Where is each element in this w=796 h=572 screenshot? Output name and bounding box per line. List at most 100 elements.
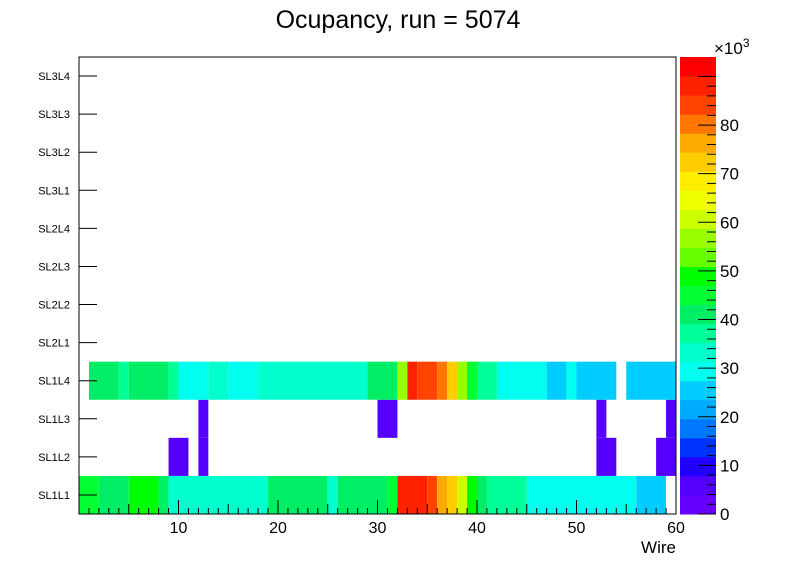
x-axis-label: Wire: [641, 538, 676, 557]
heatmap-cell: [486, 475, 527, 514]
color-scale-multiplier-exponent: 3: [743, 36, 750, 50]
color-scale-multiplier: ×103: [714, 36, 750, 58]
z-tick-label: 0: [720, 505, 729, 524]
heatmap-cells: [79, 361, 676, 514]
color-scale-band: [680, 95, 716, 115]
heatmap-cell: [327, 475, 338, 514]
y-tick-label: SL3L2: [38, 147, 70, 159]
y-tick-label: SL2L1: [38, 338, 70, 350]
x-tick-label: 40: [468, 520, 486, 537]
x-tick-label: 50: [568, 520, 586, 537]
color-scale-band: [680, 304, 716, 325]
z-tick-label: 70: [720, 165, 739, 184]
color-scale-band: [680, 399, 716, 420]
heatmap-cell: [208, 361, 229, 400]
color-scale-band: [680, 114, 716, 134]
heatmap-cell: [198, 437, 209, 476]
y-tick-label: SL3L3: [38, 109, 70, 121]
heatmap-cell: [407, 361, 418, 400]
color-scale-band: [680, 342, 716, 363]
y-tick-label: SL1L4: [38, 376, 70, 388]
color-scale-multiplier-base: ×10: [714, 39, 743, 58]
color-scale-band: [680, 190, 716, 210]
heatmap-cell: [526, 475, 637, 514]
z-tick-label: 40: [720, 311, 739, 330]
heatmap-cell: [198, 399, 209, 438]
color-scale-band: [680, 57, 716, 77]
heatmap-cell: [576, 361, 617, 400]
z-tick-label: 60: [720, 213, 739, 232]
y-tick-label: SL3L4: [38, 71, 70, 83]
z-tick-label: 20: [720, 408, 739, 427]
heatmap-cell: [228, 361, 259, 400]
y-tick-label: SL2L2: [38, 300, 70, 312]
heatmap-cell: [447, 475, 458, 514]
color-scale-band: [680, 247, 716, 267]
heatmap-cell: [437, 361, 448, 400]
color-scale-band: [680, 133, 716, 153]
z-tick-label: 30: [720, 359, 739, 378]
heatmap-cell: [417, 361, 438, 400]
z-tick-label: 10: [720, 456, 739, 475]
heatmap-cell: [427, 475, 438, 514]
heatmap-cell: [168, 437, 189, 476]
heatmap-cell: [447, 361, 458, 400]
color-scale-band: [680, 285, 716, 306]
heatmap-cell: [258, 361, 368, 400]
heatmap-cell: [387, 475, 398, 514]
heatmap-cell: [566, 361, 577, 400]
heatmap-cell: [128, 475, 159, 514]
heatmap-cell: [337, 475, 388, 514]
heatmap-cell: [397, 361, 408, 400]
heatmap-cell: [457, 475, 468, 514]
x-tick-label: 10: [170, 520, 188, 537]
heatmap-cell: [397, 475, 428, 514]
color-scale-band: [680, 266, 716, 286]
heatmap-cell: [477, 361, 497, 400]
heatmap-cell: [128, 361, 169, 400]
heatmap-cell: [666, 399, 676, 438]
heatmap-cell: [656, 437, 676, 476]
color-scale-band: [680, 361, 716, 382]
heatmap-cell: [626, 361, 676, 400]
color-scale-band: [680, 380, 716, 401]
heatmap-cell: [118, 361, 129, 400]
color-scale-band: [680, 228, 716, 248]
z-tick-label: 80: [720, 116, 739, 135]
x-tick-label: 60: [667, 520, 685, 537]
heatmap-cell: [178, 361, 209, 400]
heatmap-cell: [496, 361, 547, 400]
heatmap-cell: [158, 475, 169, 514]
heatmap-cell: [596, 437, 617, 476]
color-scale-band: [680, 76, 716, 96]
heatmap-cell: [367, 361, 398, 400]
color-scale-band: [680, 209, 716, 229]
heatmap-cell: [98, 475, 129, 514]
color-scale-band: [680, 171, 716, 191]
y-tick-label: SL1L1: [38, 490, 70, 502]
heatmap-cell: [636, 475, 667, 514]
color-scale-band: [680, 323, 716, 344]
heatmap-cell: [457, 361, 468, 400]
heatmap-cell: [596, 399, 607, 438]
heatmap-cell: [377, 399, 398, 438]
y-tick-label: SL1L3: [38, 414, 70, 426]
heatmap-cell: [467, 361, 477, 400]
heatmap-cell: [168, 361, 179, 400]
color-scale-band: [680, 475, 716, 496]
z-tick-label: 50: [720, 262, 739, 281]
color-scale-band: [680, 437, 716, 458]
chart-title: Ocupancy, run = 5074: [276, 6, 521, 34]
y-tick-label: SL1L2: [38, 452, 70, 464]
y-tick-label: SL2L4: [38, 223, 70, 235]
color-scale-band: [680, 152, 716, 172]
x-tick-label: 30: [369, 520, 387, 537]
color-scale-band: [680, 418, 716, 439]
x-tick-label: 20: [269, 520, 287, 537]
x-axis: 10 20 30 40 50 60: [78, 500, 685, 537]
heatmap-cell: [168, 475, 269, 514]
heatmap-cell: [477, 475, 487, 514]
heatmap-cell: [437, 475, 448, 514]
y-tick-label: SL2L3: [38, 261, 70, 273]
